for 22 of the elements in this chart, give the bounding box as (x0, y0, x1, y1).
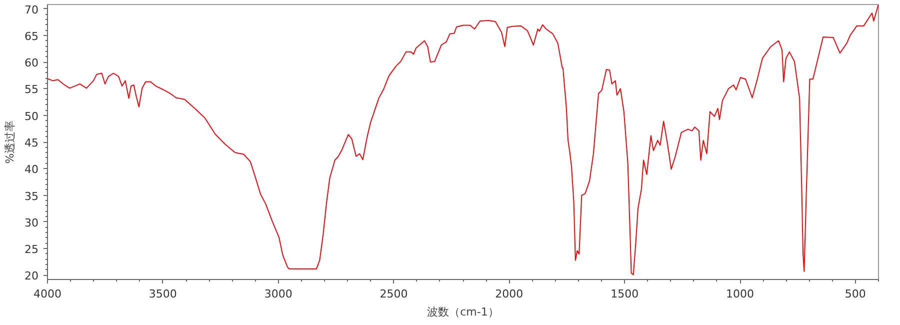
line-series (48, 4, 878, 276)
x-tick-label: 2000 (495, 288, 524, 300)
x-tick-label: 500 (844, 288, 866, 300)
y-tick-label: 65 (24, 30, 39, 43)
y-tick-label: 20 (24, 270, 39, 283)
y-tick-label: 70 (24, 3, 39, 16)
y-axis-title: %透过率 (4, 120, 17, 164)
x-tick-label: 4000 (34, 288, 62, 300)
y-tick-label: 60 (24, 56, 39, 70)
y-tick-label: 25 (24, 243, 39, 256)
y-tick-label: 30 (24, 216, 39, 230)
y-tick-label: 55 (24, 83, 39, 96)
x-axis-title: 波数（cm-1） (427, 306, 499, 318)
y-tick-label: 50 (24, 110, 39, 123)
y-tick-label: 45 (24, 136, 39, 150)
x-tick-label: 1000 (726, 288, 754, 300)
y-tick-label: 40 (24, 163, 39, 176)
x-tick-label: 3500 (148, 288, 177, 300)
y-tick-label: 35 (24, 190, 39, 203)
x-tick-label: 1500 (610, 288, 639, 300)
x-tick-label: 2500 (380, 288, 408, 300)
x-tick-label: 3000 (264, 288, 292, 300)
